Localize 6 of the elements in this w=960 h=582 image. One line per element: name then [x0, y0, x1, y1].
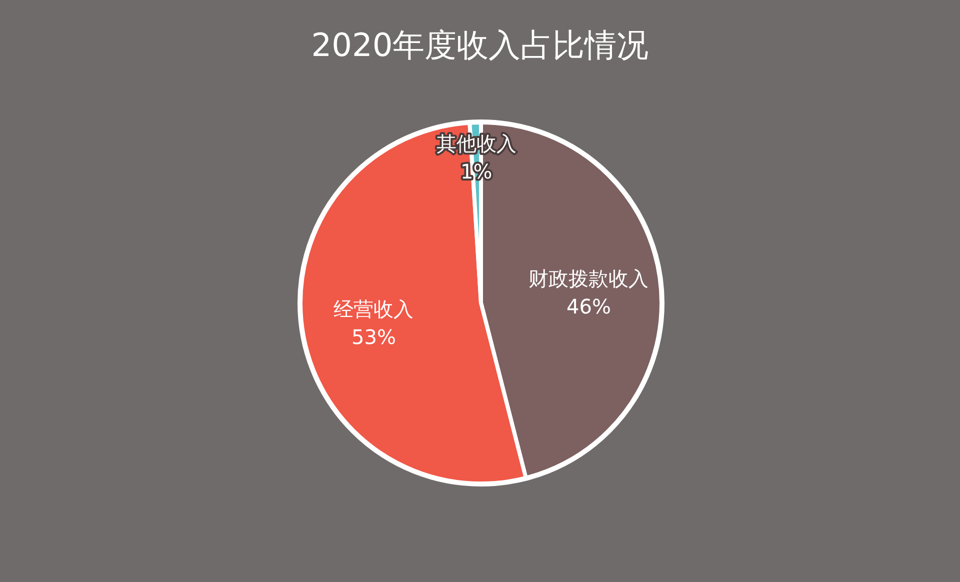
slice-label: 经营收入: [334, 296, 414, 321]
chart-title: 2020年度收入占比情况: [311, 26, 649, 64]
slice-label: 财政拨款收入: [528, 266, 649, 290]
data-label: 53%: [352, 324, 396, 349]
data-label: 46%: [566, 294, 611, 318]
data-label: 1%: [460, 160, 492, 184]
